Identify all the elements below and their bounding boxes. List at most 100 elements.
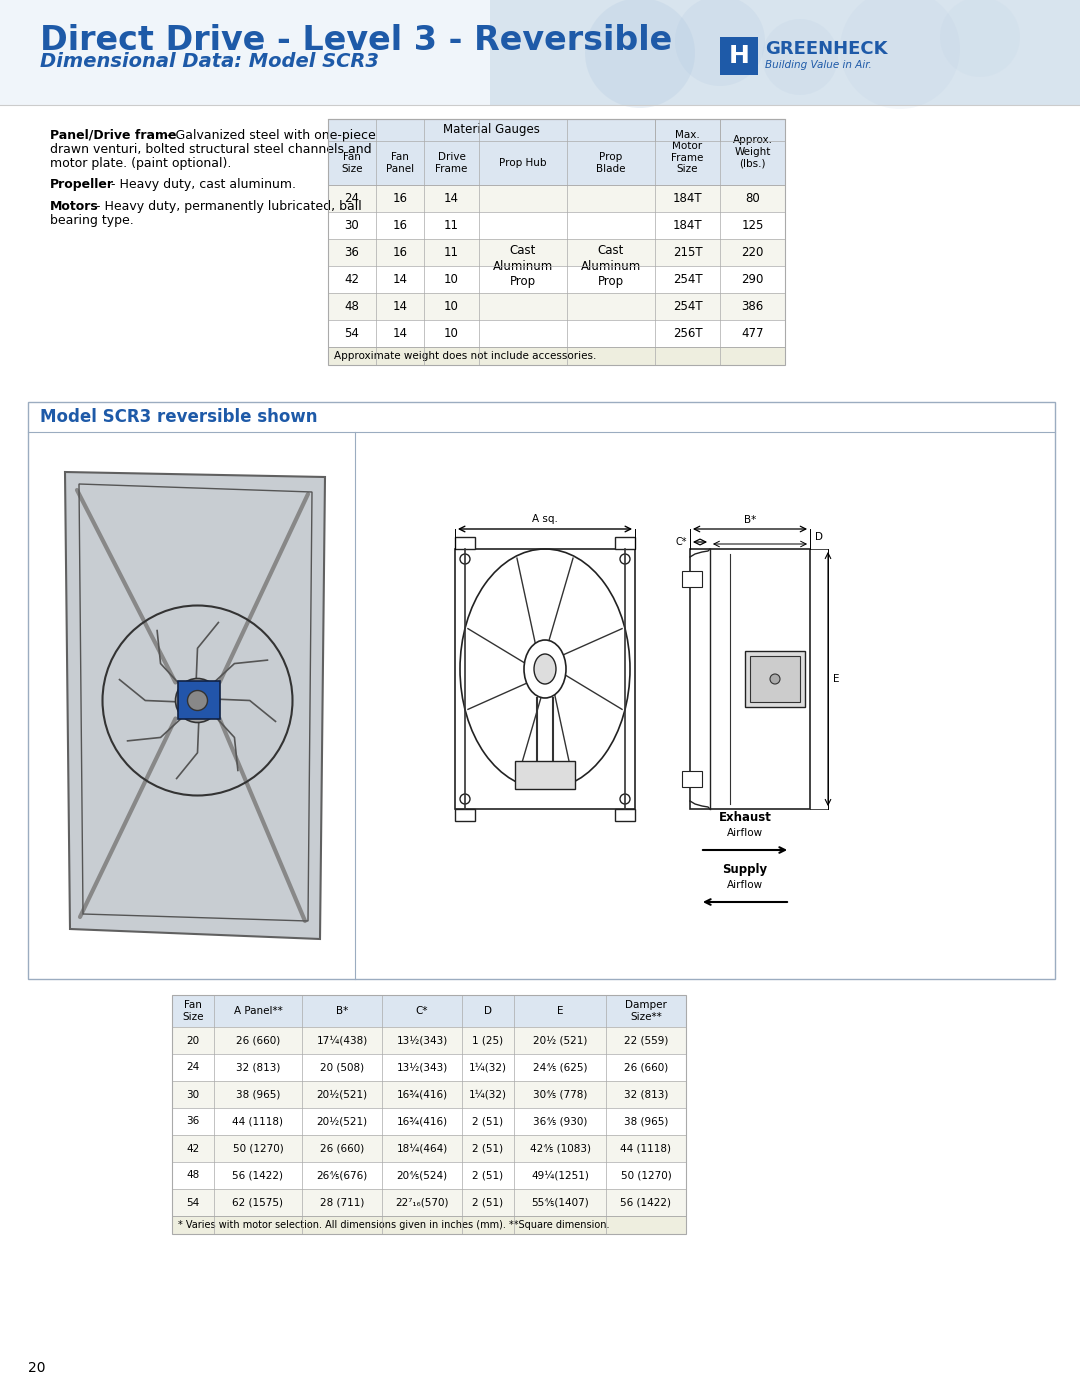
- Text: 44 (1118): 44 (1118): [621, 1144, 672, 1154]
- Bar: [28, 402, 1055, 979]
- Text: 13½(343): 13½(343): [396, 1063, 447, 1073]
- Text: 13½(343): 13½(343): [396, 1035, 447, 1045]
- Text: Material Gauges: Material Gauges: [443, 123, 540, 137]
- Bar: [654, 119, 785, 184]
- Bar: [745, 651, 805, 707]
- Text: E: E: [557, 1006, 564, 1016]
- Circle shape: [675, 0, 765, 87]
- Text: 30: 30: [187, 1090, 200, 1099]
- Bar: [455, 536, 475, 549]
- Bar: [172, 995, 686, 1234]
- Bar: [328, 119, 785, 365]
- Text: Airflow: Airflow: [727, 828, 764, 838]
- Text: 125: 125: [741, 219, 764, 232]
- Circle shape: [620, 555, 630, 564]
- Bar: [177, 680, 219, 718]
- Text: 36: 36: [345, 246, 360, 258]
- Text: - Heavy duty, permanently lubricated, ball: - Heavy duty, permanently lubricated, ba…: [92, 200, 362, 214]
- Text: 2 (51): 2 (51): [472, 1116, 503, 1126]
- Text: 22⁷₁₆(570): 22⁷₁₆(570): [395, 1197, 449, 1207]
- Text: 32 (813): 32 (813): [235, 1063, 280, 1073]
- Text: 20: 20: [187, 1035, 200, 1045]
- Text: 2 (51): 2 (51): [472, 1144, 503, 1154]
- Circle shape: [175, 679, 219, 722]
- Bar: [328, 320, 785, 346]
- Text: 24: 24: [187, 1063, 200, 1073]
- Text: C*: C*: [416, 1006, 429, 1016]
- Text: E: E: [833, 673, 839, 685]
- Bar: [172, 1134, 686, 1162]
- Text: 49¼(1251): 49¼(1251): [531, 1171, 589, 1180]
- Bar: [455, 809, 475, 821]
- Text: 50 (1270): 50 (1270): [621, 1171, 672, 1180]
- Text: 22 (559): 22 (559): [624, 1035, 669, 1045]
- Text: 26⅘(676): 26⅘(676): [316, 1171, 367, 1180]
- Text: A Panel**: A Panel**: [233, 1006, 282, 1016]
- Text: 26 (660): 26 (660): [624, 1063, 669, 1073]
- Text: Fan
Size: Fan Size: [341, 152, 363, 173]
- Bar: [681, 571, 702, 587]
- Bar: [480, 265, 567, 293]
- Bar: [750, 657, 800, 703]
- Bar: [690, 549, 810, 809]
- Text: 20⅘(524): 20⅘(524): [396, 1171, 447, 1180]
- Bar: [172, 1108, 686, 1134]
- Text: Approx.
Weight
(lbs.): Approx. Weight (lbs.): [732, 136, 772, 169]
- Text: Building Value in Air.: Building Value in Air.: [765, 60, 872, 70]
- Text: GREENHECK: GREENHECK: [765, 41, 888, 59]
- Text: Exhaust: Exhaust: [718, 812, 771, 824]
- Bar: [720, 36, 758, 75]
- Bar: [567, 184, 654, 346]
- Bar: [480, 212, 567, 239]
- Text: 215T: 215T: [673, 246, 702, 258]
- Bar: [328, 239, 785, 265]
- Bar: [455, 549, 635, 809]
- Bar: [328, 141, 654, 184]
- Text: 28 (711): 28 (711): [320, 1197, 364, 1207]
- Text: 42: 42: [345, 272, 360, 286]
- Bar: [172, 1081, 686, 1108]
- Text: 24⅘ (625): 24⅘ (625): [532, 1063, 588, 1073]
- Text: 220: 220: [741, 246, 764, 258]
- Bar: [515, 761, 575, 789]
- Text: 38 (965): 38 (965): [624, 1116, 669, 1126]
- Text: 1¼(32): 1¼(32): [469, 1063, 507, 1073]
- Bar: [480, 239, 567, 265]
- Text: 36⅘ (930): 36⅘ (930): [532, 1116, 588, 1126]
- Bar: [172, 1215, 686, 1234]
- Text: 48: 48: [345, 300, 360, 313]
- Text: 184T: 184T: [673, 219, 702, 232]
- Text: 30: 30: [345, 219, 360, 232]
- Text: 17¼(438): 17¼(438): [316, 1035, 367, 1045]
- Bar: [615, 809, 635, 821]
- Text: 11: 11: [444, 246, 459, 258]
- Bar: [567, 239, 654, 265]
- Text: Fan
Size: Fan Size: [183, 1000, 204, 1021]
- Text: D: D: [484, 1006, 492, 1016]
- Text: 38 (965): 38 (965): [235, 1090, 280, 1099]
- Text: Cast
Aluminum
Prop: Cast Aluminum Prop: [492, 244, 553, 288]
- Text: Prop Hub: Prop Hub: [499, 158, 546, 168]
- Bar: [328, 293, 785, 320]
- Text: 386: 386: [741, 300, 764, 313]
- Bar: [328, 346, 785, 365]
- Circle shape: [840, 0, 960, 109]
- Bar: [681, 771, 702, 787]
- Text: B*: B*: [336, 1006, 348, 1016]
- Text: 18¼(464): 18¼(464): [396, 1144, 447, 1154]
- Text: 1¼(32): 1¼(32): [469, 1090, 507, 1099]
- Text: - Galvanized steel with one-piece: - Galvanized steel with one-piece: [163, 129, 376, 142]
- Text: 48: 48: [187, 1171, 200, 1180]
- Text: 36: 36: [187, 1116, 200, 1126]
- Text: drawn venturi, bolted structural steel channels and: drawn venturi, bolted structural steel c…: [50, 142, 372, 156]
- Text: 44 (1118): 44 (1118): [232, 1116, 283, 1126]
- Text: 16: 16: [392, 191, 407, 205]
- Bar: [172, 1027, 686, 1053]
- Bar: [567, 320, 654, 346]
- Circle shape: [762, 20, 838, 95]
- Text: 30⅘ (778): 30⅘ (778): [532, 1090, 588, 1099]
- Text: 254T: 254T: [673, 300, 702, 313]
- Text: 16: 16: [392, 246, 407, 258]
- Text: Motors: Motors: [50, 200, 98, 214]
- Text: 32 (813): 32 (813): [624, 1090, 669, 1099]
